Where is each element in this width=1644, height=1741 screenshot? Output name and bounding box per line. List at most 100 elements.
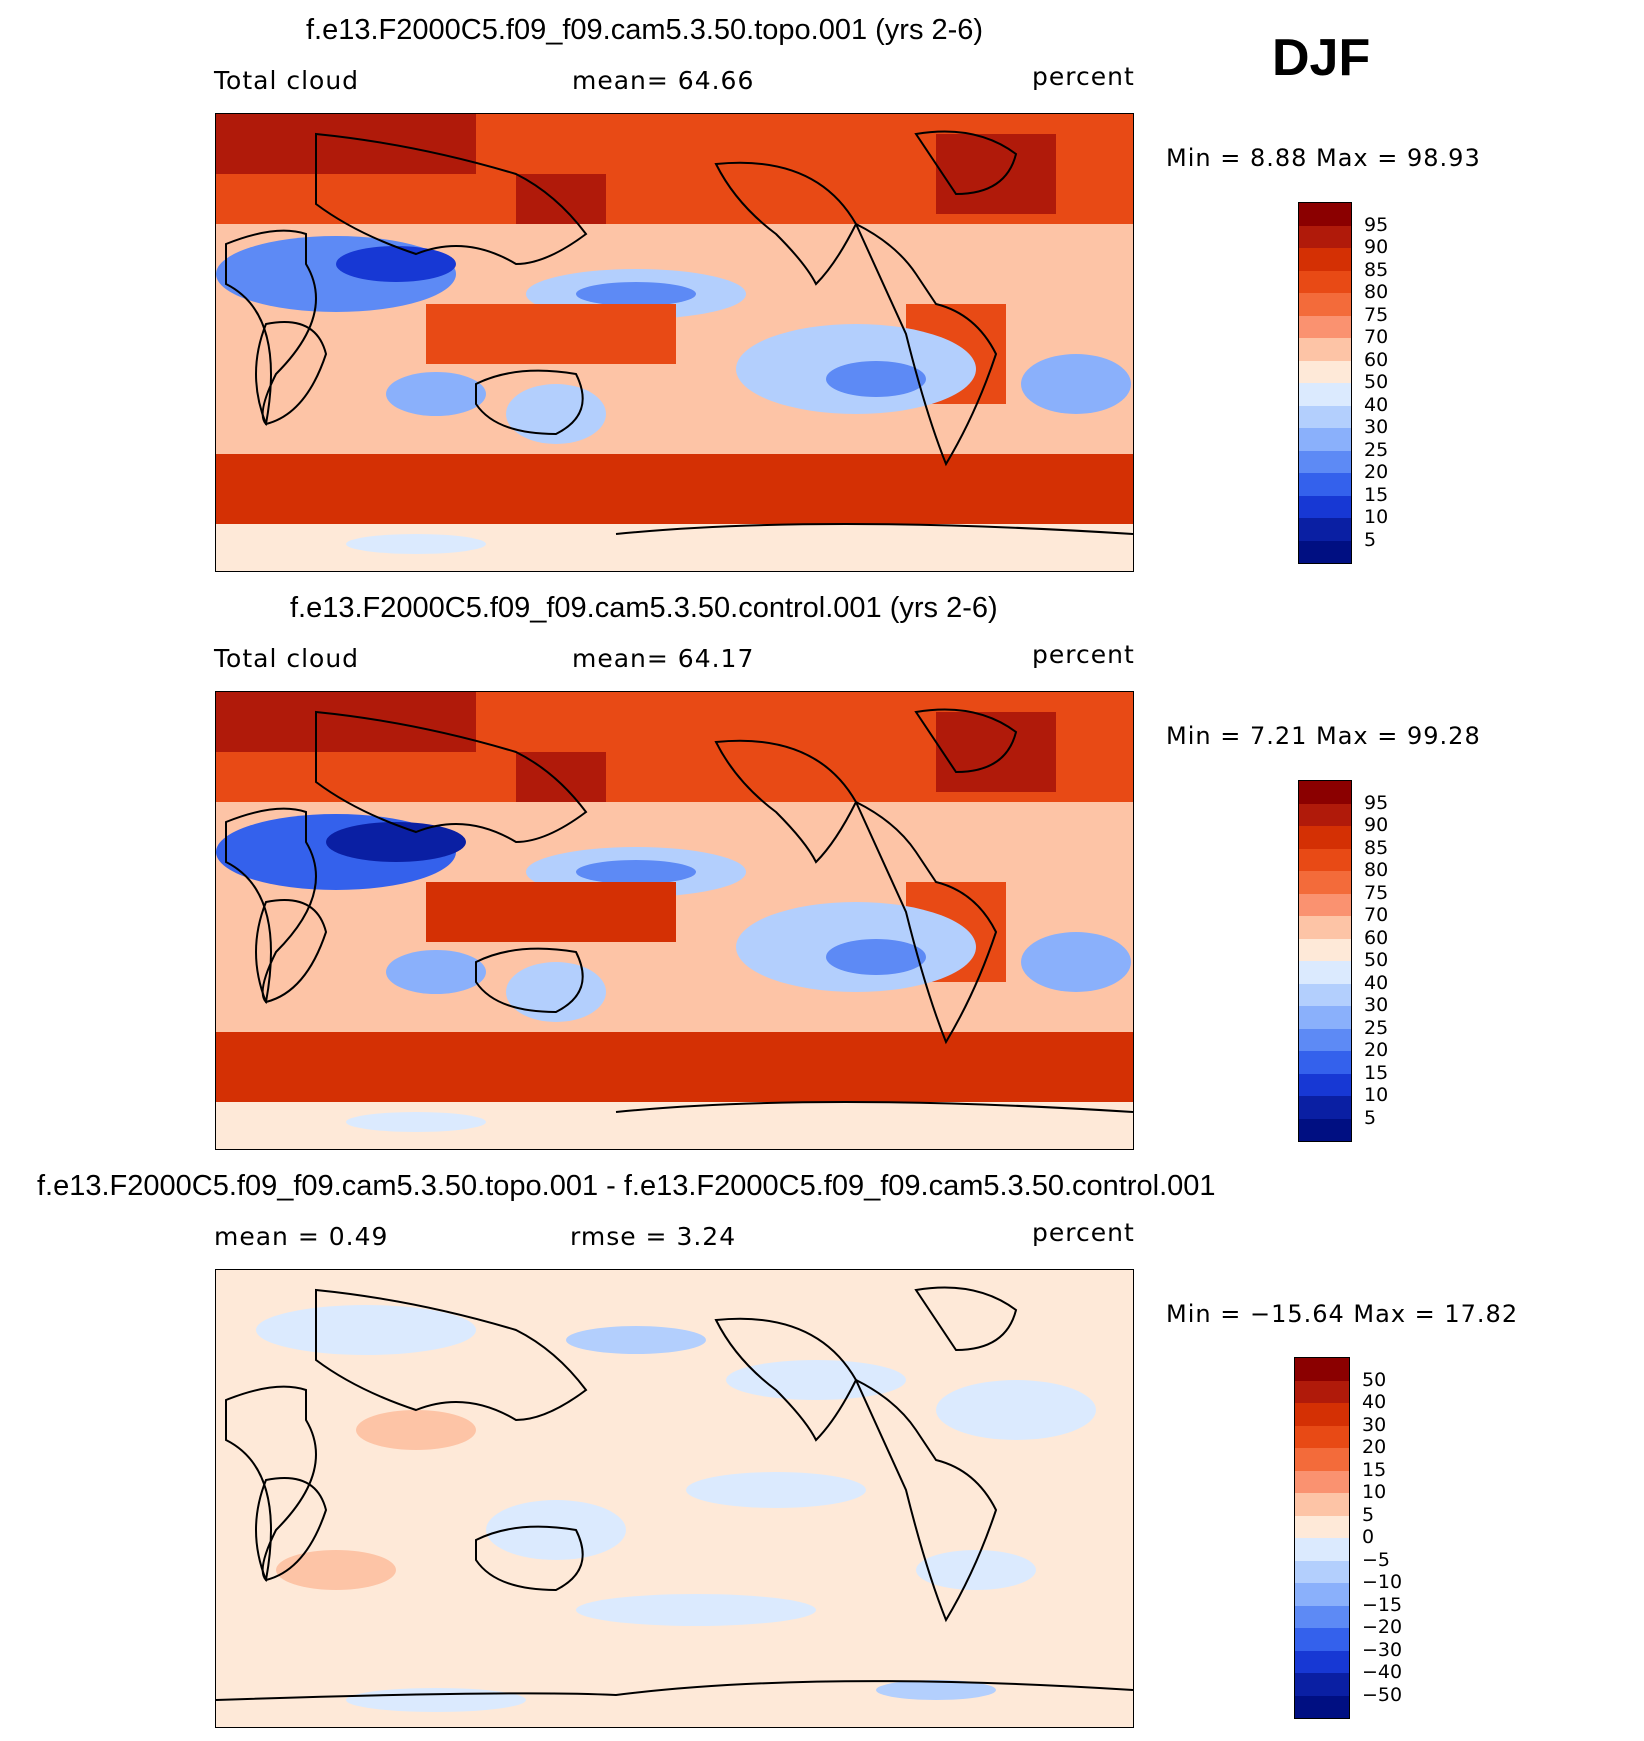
- colorbar-segment: [1299, 270, 1351, 294]
- panel-2-mean-label: mean= 64.17: [572, 644, 755, 673]
- colorbar-segment: [1299, 983, 1351, 1007]
- colorbar-segment: [1299, 315, 1351, 339]
- colorbar-label: 5: [1364, 1106, 1377, 1129]
- colorbar-label: −40: [1362, 1661, 1403, 1683]
- colorbar-segment: [1299, 848, 1351, 872]
- panel-1-units-label: percent: [1032, 62, 1135, 91]
- colorbar-label: 85: [1364, 258, 1389, 281]
- colorbar-segment: [1299, 938, 1351, 962]
- colorbar-label: 5: [1364, 528, 1377, 551]
- colorbar-segment: [1295, 1628, 1349, 1652]
- colorbar-label: 80: [1364, 859, 1389, 881]
- colorbar-segment: [1299, 518, 1351, 542]
- colorbar-label: 25: [1364, 438, 1389, 461]
- colorbar-label: −5: [1362, 1548, 1391, 1571]
- colorbar-segment: [1299, 495, 1351, 519]
- colorbar-segment: [1295, 1358, 1349, 1382]
- colorbar-label: −50: [1362, 1683, 1403, 1706]
- colorbar-label: 40: [1364, 971, 1389, 994]
- colorbar-segment: [1299, 1051, 1351, 1075]
- colorbar-segment: [1299, 871, 1351, 895]
- colorbar-segment: [1299, 338, 1351, 362]
- colorbar-segment: [1299, 225, 1351, 249]
- colorbar-segment: [1295, 1515, 1349, 1539]
- colorbar-segment: [1299, 1073, 1351, 1097]
- colorbar-segment: [1299, 248, 1351, 272]
- colorbar-label: 30: [1364, 416, 1389, 438]
- panel-3-title: f.e13.F2000C5.f09_f09.cam5.3.50.topo.001…: [37, 1170, 1216, 1202]
- colorbar-segment: [1299, 826, 1351, 850]
- colorbar-label: 60: [1364, 348, 1389, 371]
- panel-3-units-label: percent: [1032, 1218, 1135, 1247]
- colorbar-segment: [1299, 916, 1351, 940]
- colorbar-label: 10: [1364, 1084, 1389, 1106]
- colorbar-segment: [1299, 540, 1351, 564]
- colorbar-segment: [1295, 1560, 1349, 1584]
- colorbar-label: 25: [1364, 1016, 1389, 1039]
- colorbar-segment: [1299, 1096, 1351, 1120]
- colorbar-label: 50: [1364, 371, 1389, 393]
- colorbar-label: −10: [1362, 1571, 1403, 1593]
- panel-3-min-max: Min = −15.64 Max = 17.82: [1166, 1300, 1519, 1328]
- colorbar-label: 40: [1364, 393, 1389, 416]
- colorbar-label: 70: [1364, 904, 1389, 926]
- panel-1-map-field: [216, 114, 1133, 571]
- colorbar-label: 70: [1364, 326, 1389, 348]
- colorbar-label: 80: [1364, 281, 1389, 303]
- panel-3-map: [215, 1269, 1134, 1728]
- colorbar-label: 0: [1362, 1526, 1375, 1548]
- panel-1-mean-label: mean= 64.66: [572, 66, 755, 95]
- panel-2-map-field: [216, 692, 1133, 1149]
- panel-2-map: [215, 691, 1134, 1150]
- colorbar-segment: [1299, 893, 1351, 917]
- colorbar-label: 75: [1364, 881, 1389, 904]
- colorbar-label: −30: [1362, 1638, 1403, 1661]
- colorbar-label: 90: [1364, 236, 1389, 258]
- colorbar-segment: [1299, 360, 1351, 384]
- colorbar-segment: [1299, 383, 1351, 407]
- colorbar-segment: [1295, 1605, 1349, 1629]
- panel-2-units-label: percent: [1032, 640, 1135, 669]
- panel-1-map: [215, 113, 1134, 572]
- colorbar-segment: [1299, 803, 1351, 827]
- colorbar-label: 30: [1362, 1413, 1387, 1436]
- colorbar-segment: [1299, 428, 1351, 452]
- colorbar-label: 75: [1364, 303, 1389, 326]
- panel-2-colorbar: [1298, 780, 1352, 1142]
- panel-2-min-max: Min = 7.21 Max = 99.28: [1166, 722, 1481, 750]
- colorbar-label: 50: [1362, 1368, 1387, 1391]
- panel-3-map-field: [216, 1270, 1133, 1727]
- colorbar-label: 95: [1364, 791, 1389, 814]
- colorbar-label: 15: [1364, 1061, 1389, 1084]
- colorbar-segment: [1295, 1425, 1349, 1449]
- colorbar-label: 15: [1364, 483, 1389, 506]
- colorbar-label: 20: [1364, 1039, 1389, 1061]
- panel-2-title: f.e13.F2000C5.f09_f09.cam5.3.50.control.…: [290, 592, 998, 624]
- colorbar-segment: [1295, 1403, 1349, 1427]
- colorbar-label: 20: [1364, 461, 1389, 483]
- colorbar-segment: [1295, 1583, 1349, 1607]
- colorbar-segment: [1295, 1470, 1349, 1494]
- colorbar-label: 20: [1362, 1436, 1387, 1458]
- colorbar-segment: [1295, 1448, 1349, 1472]
- colorbar-segment: [1299, 961, 1351, 985]
- colorbar-segment: [1299, 293, 1351, 317]
- colorbar-segment: [1295, 1695, 1349, 1719]
- colorbar-label: 10: [1362, 1481, 1387, 1503]
- colorbar-label: 30: [1364, 994, 1389, 1016]
- colorbar-segment: [1299, 473, 1351, 497]
- colorbar-label: 50: [1364, 949, 1389, 971]
- colorbar-segment: [1295, 1673, 1349, 1697]
- colorbar-segment: [1299, 1006, 1351, 1030]
- colorbar-label: 15: [1362, 1458, 1387, 1481]
- colorbar-label: −15: [1362, 1593, 1403, 1616]
- colorbar-segment: [1299, 203, 1351, 227]
- colorbar-label: 5: [1362, 1503, 1375, 1526]
- colorbar-segment: [1295, 1538, 1349, 1562]
- colorbar-label: −20: [1362, 1616, 1403, 1638]
- panel-3-colorbar: [1294, 1357, 1350, 1719]
- panel-2-variable-label: Total cloud: [214, 644, 360, 673]
- colorbar-label: 90: [1364, 814, 1389, 836]
- colorbar-segment: [1295, 1493, 1349, 1517]
- colorbar-label: 85: [1364, 836, 1389, 859]
